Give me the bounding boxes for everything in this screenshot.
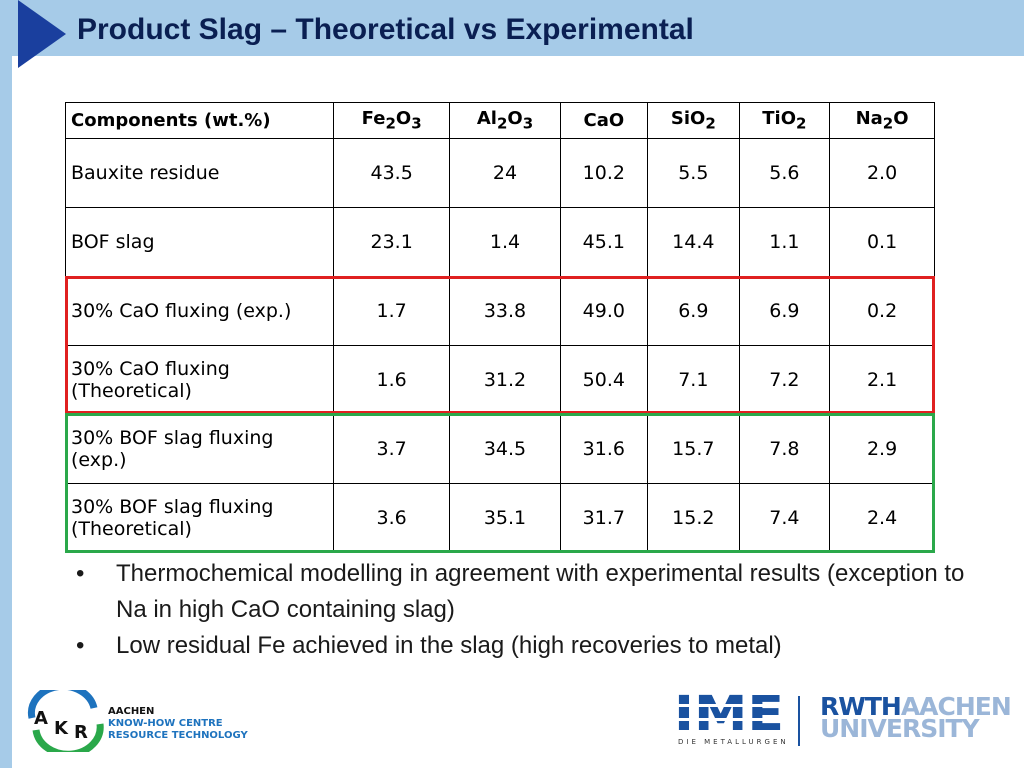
table-body: Bauxite residue 43.5 24 10.2 5.5 5.6 2.0 BOF sl… xyxy=(65,138,935,553)
bullet-marker: • xyxy=(76,632,85,659)
header-components: Components (wt.%) xyxy=(65,102,334,139)
row-label: 30% BOF slag fluxing (exp.) xyxy=(65,414,334,484)
header-na2o: Na2O xyxy=(829,102,935,139)
table-cell: 45.1 xyxy=(559,207,649,277)
bullet-text: Low residual Fe achieved in the slag (hi… xyxy=(116,632,782,659)
row-label: Bauxite residue xyxy=(65,138,334,208)
slide-title: Product Slag – Theoretical vs Experiment… xyxy=(77,13,694,46)
ime-logo-icon: IME xyxy=(672,686,790,742)
table-cell: 5.6 xyxy=(738,138,831,208)
table-header-row: Components (wt.%) Fe2O3 Al2O3 CaO SiO2 T… xyxy=(65,102,935,139)
table-cell: 23.1 xyxy=(332,207,451,277)
table-cell: 3.7 xyxy=(332,414,451,484)
header-al2o3: Al2O3 xyxy=(449,102,561,139)
akr-line-knowhow: KNOW-HOW CENTRE xyxy=(108,718,223,729)
title-bar-left-strip xyxy=(0,0,14,56)
rwth-aachen-text: AACHEN xyxy=(900,692,1012,721)
rwth-university-text: UNIVERSITY xyxy=(820,714,980,743)
bullet-item: • Low residual Fe achieved in the slag (h… xyxy=(76,628,996,664)
table-cell: 2.4 xyxy=(829,483,935,553)
table-cell: 35.1 xyxy=(449,483,561,553)
table-cell: 2.1 xyxy=(829,345,935,415)
partner-logos: IME DIE METALLURGEN RWTHAACHEN UNIVERSIT… xyxy=(672,686,1012,750)
akr-logo: A K R AACHEN KNOW-HOW CENTRE RESOURCE TE… xyxy=(24,682,264,758)
akr-line-aachen: AACHEN xyxy=(108,706,155,717)
rwth-text: RWTH xyxy=(820,692,902,721)
table-cell: 1.1 xyxy=(738,207,831,277)
table-cell: 15.7 xyxy=(647,414,740,484)
table-cell: 34.5 xyxy=(449,414,561,484)
left-accent-rule xyxy=(0,56,12,768)
akr-letter-r: R xyxy=(74,722,88,743)
table-cell: 14.4 xyxy=(647,207,740,277)
table-row: 30% CaO fluxing (exp.) 1.7 33.8 49.0 6.9 6.9 0… xyxy=(65,276,935,346)
table-cell: 2.9 xyxy=(829,414,935,484)
row-label: 30% BOF slag fluxing (Theoretical) xyxy=(65,483,334,553)
bullet-list: • Thermochemical modelling in agreement w… xyxy=(76,556,996,664)
bullet-item: • Thermochemical modelling in agreement w… xyxy=(76,556,996,628)
table-cell: 1.7 xyxy=(332,276,451,346)
table-cell: 33.8 xyxy=(449,276,561,346)
akr-line-resource: RESOURCE TECHNOLOGY xyxy=(108,730,248,741)
title-corner-triangle-icon xyxy=(18,0,66,68)
table-cell: 1.4 xyxy=(449,207,561,277)
title-bar xyxy=(0,0,1024,68)
row-label: 30% CaO fluxing (Theoretical) xyxy=(65,345,334,415)
table-row: 30% BOF slag fluxing (exp.) 3.7 34.5 31.6 15… xyxy=(65,414,935,484)
akr-text-block: AACHEN KNOW-HOW CENTRE RESOURCE TECHNOLO… xyxy=(108,706,248,742)
row-label: 30% CaO fluxing (exp.) xyxy=(65,276,334,346)
table-cell: 5.5 xyxy=(647,138,740,208)
bullet-marker: • xyxy=(76,560,85,587)
akr-emblem-icon: A K R xyxy=(27,682,104,758)
logo-divider xyxy=(798,696,800,746)
composition-table: Components (wt.%) Fe2O3 Al2O3 CaO SiO2 T… xyxy=(65,102,935,553)
table-cell: 6.9 xyxy=(738,276,831,346)
ime-logo-text: IME xyxy=(674,690,784,738)
table-cell: 7.2 xyxy=(738,345,831,415)
table-cell: 2.0 xyxy=(829,138,935,208)
table-cell: 7.8 xyxy=(738,414,831,484)
rwth-logo: RWTHAACHEN UNIVERSITY xyxy=(820,694,1012,743)
row-label: BOF slag xyxy=(65,207,334,277)
table-row: Bauxite residue 43.5 24 10.2 5.5 5.6 2.0 xyxy=(65,138,935,208)
table-cell: 24 xyxy=(449,138,561,208)
header-fe2o3: Fe2O3 xyxy=(332,102,451,139)
table-cell: 31.6 xyxy=(559,414,649,484)
table-cell: 3.6 xyxy=(332,483,451,553)
table-cell: 0.1 xyxy=(829,207,935,277)
akr-letter-k: K xyxy=(54,718,69,739)
table-row: 30% CaO fluxing (Theoretical) 1.6 31.2 50.4… xyxy=(65,345,935,415)
header-tio2: TiO2 xyxy=(738,102,831,139)
table-cell: 50.4 xyxy=(559,345,649,415)
bullet-text: Thermochemical modelling in agreement wi… xyxy=(116,560,965,623)
table-cell: 31.2 xyxy=(449,345,561,415)
table-cell: 1.6 xyxy=(332,345,451,415)
header-cao: CaO xyxy=(559,102,649,139)
table-row: BOF slag 23.1 1.4 45.1 14.4 1.1 0.1 xyxy=(65,207,935,277)
table-cell: 43.5 xyxy=(332,138,451,208)
table-cell: 7.1 xyxy=(647,345,740,415)
table-cell: 0.2 xyxy=(829,276,935,346)
table-cell: 10.2 xyxy=(559,138,649,208)
table-cell: 15.2 xyxy=(647,483,740,553)
table-cell: 31.7 xyxy=(559,483,649,553)
akr-letter-a: A xyxy=(34,708,48,729)
table-cell: 6.9 xyxy=(647,276,740,346)
table-row: 30% BOF slag fluxing (Theoretical) 3.6 35.… xyxy=(65,483,935,553)
header-sio2: SiO2 xyxy=(647,102,740,139)
table-cell: 7.4 xyxy=(738,483,831,553)
ime-subtitle: DIE METALLURGEN xyxy=(678,738,789,746)
table-cell: 49.0 xyxy=(559,276,649,346)
